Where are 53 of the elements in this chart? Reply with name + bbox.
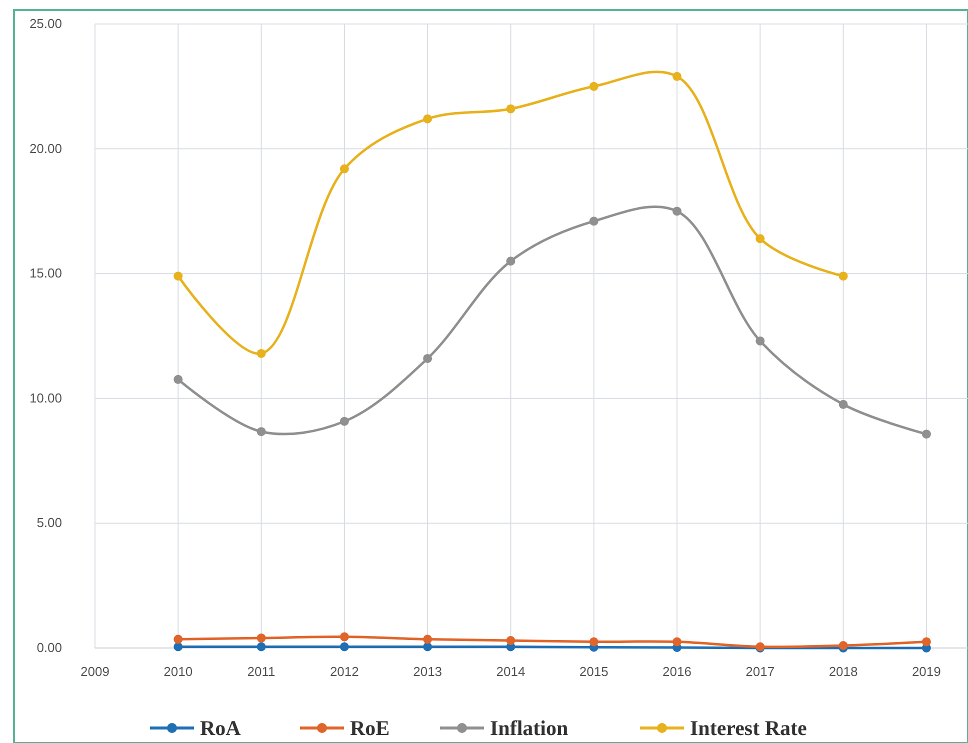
legend-label: Inflation	[490, 716, 569, 740]
legend-label: Interest Rate	[690, 716, 807, 740]
point	[506, 256, 516, 266]
point	[174, 272, 183, 281]
x-tick-label: 2012	[330, 664, 359, 679]
legend-label: RoA	[200, 716, 242, 740]
x-tick-label: 2017	[746, 664, 775, 679]
point	[256, 642, 266, 652]
y-tick-label: 0.00	[36, 640, 62, 655]
x-tick-label: 2013	[413, 664, 442, 679]
point	[423, 114, 432, 124]
x-tick-label: 2014	[496, 664, 526, 679]
point	[506, 104, 516, 114]
x-tick-label: 2016	[662, 664, 692, 679]
y-tick-label: 5.00	[36, 515, 62, 530]
point	[838, 641, 848, 650]
point	[672, 206, 682, 216]
point	[506, 636, 516, 646]
x-tick-label: 2011	[247, 664, 276, 679]
point	[922, 430, 931, 439]
point	[256, 427, 266, 436]
y-tick-label: 25.00	[29, 16, 62, 31]
point	[589, 82, 598, 91]
x-tick-label: 2015	[579, 664, 608, 679]
point	[340, 416, 349, 426]
x-tick-label: 2019	[912, 664, 941, 679]
point	[922, 637, 931, 646]
point	[756, 234, 765, 244]
point	[256, 634, 266, 643]
legend-label: RoE	[350, 716, 390, 740]
point	[589, 637, 598, 646]
point	[340, 642, 349, 652]
point	[174, 642, 183, 652]
x-tick-label: 2018	[828, 664, 858, 679]
point	[340, 164, 349, 174]
point	[340, 632, 349, 642]
x-tick-label: 2009	[80, 664, 110, 679]
y-tick-label: 15.00	[29, 266, 62, 281]
point	[672, 637, 682, 646]
point	[423, 354, 432, 363]
point	[256, 348, 266, 358]
point	[174, 634, 183, 644]
point	[423, 634, 432, 644]
point	[423, 642, 432, 652]
point	[756, 336, 765, 346]
y-tick-label: 10.00	[29, 390, 62, 406]
point	[174, 374, 183, 384]
y-tick-label: 20.00	[29, 140, 62, 156]
point	[838, 272, 848, 281]
point	[589, 216, 598, 226]
point	[838, 400, 848, 409]
point	[672, 72, 682, 81]
x-tick-label: 2010	[164, 664, 193, 679]
